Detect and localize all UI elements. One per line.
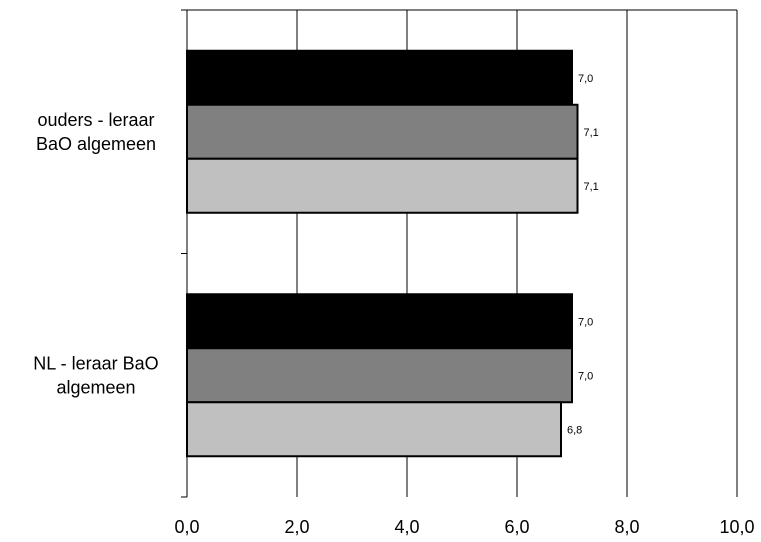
- x-tick-label-1: 2,0: [284, 517, 309, 537]
- data-label-cat1-series2: 6,8: [567, 424, 582, 436]
- bar-cat1-series1: [186, 347, 573, 404]
- data-label-cat0-series2: 7,1: [584, 181, 599, 193]
- x-tick-label-2: 4,0: [394, 517, 419, 537]
- data-label-cat0-series1: 7,1: [584, 127, 599, 139]
- data-label-cat1-series0: 7,0: [578, 316, 593, 328]
- axes: [181, 9, 188, 498]
- category-label-1: NL - leraar BaO algemeen: [33, 353, 158, 397]
- x-tick-label-0: 0,0: [174, 517, 199, 537]
- x-tick-label-3: 6,0: [504, 517, 529, 537]
- category-label-0: ouders - leraar BaO algemeen: [36, 110, 156, 154]
- x-tick-label-4: 8,0: [614, 517, 639, 537]
- data-label-cat0-series0: 7,0: [578, 73, 593, 85]
- labels: 7,0 7,1 7,1 ouders - leraar BaO algemeen 7,0 7…: [33, 73, 754, 537]
- bar-cat0-series2: [186, 157, 579, 214]
- bar-cat1-series2: [186, 401, 562, 458]
- x-tick-label-5: 10,0: [719, 517, 754, 537]
- data-label-cat1-series1: 7,0: [578, 370, 593, 382]
- bar-cat0-series0: [186, 49, 573, 106]
- bar-cat0-series1: [186, 103, 579, 160]
- bar-cat1-series0: [186, 293, 573, 350]
- bars: [186, 49, 579, 458]
